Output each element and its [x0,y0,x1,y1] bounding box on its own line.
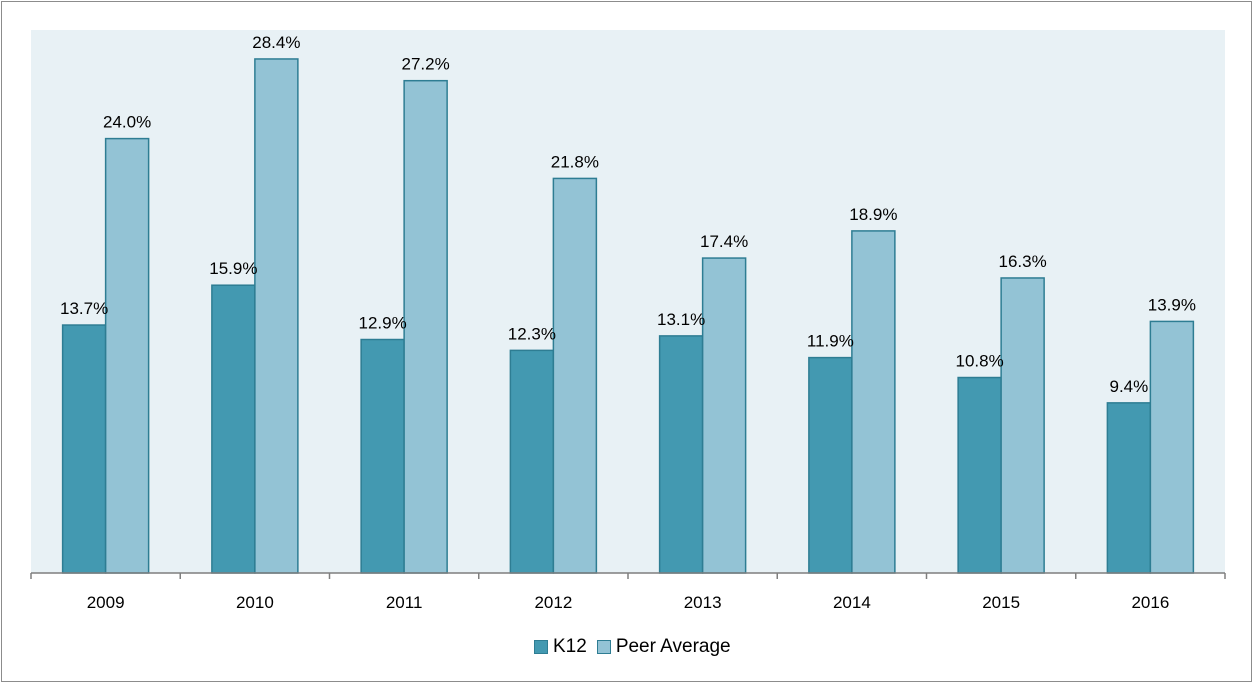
data-label-k12-2013: 13.1% [657,310,705,329]
bar-k12-2014 [808,356,853,574]
bar-k12-2015 [957,376,1002,574]
data-label-k12-2012: 12.3% [508,324,556,343]
x-tick-label-2012: 2012 [534,593,572,612]
data-label-peer-average-2009: 24.0% [103,113,151,132]
data-label-k12-2009: 13.7% [60,299,108,318]
bar-peer-average-2011 [403,79,448,574]
bar-peer-average-2015 [1000,277,1045,574]
data-label-peer-average-2014: 18.9% [849,205,897,224]
data-label-peer-average-2016: 13.9% [1148,295,1196,314]
bar-peer-average-2014 [851,230,896,574]
data-label-peer-average-2011: 27.2% [402,55,450,74]
x-tick-label-2013: 2013 [684,593,722,612]
x-tick-label-2016: 2016 [1131,593,1169,612]
legend-swatch-peer-average [596,640,611,654]
bar-k12-2016 [1106,402,1152,574]
bar-k12-2012 [509,349,555,574]
data-label-peer-average-2015: 16.3% [999,252,1047,271]
x-tick-label-2015: 2015 [982,593,1020,612]
data-label-k12-2010: 15.9% [209,259,257,278]
x-axis: 2009 2010 2011 2012 2013 2014 2015 2016 [30,572,1226,612]
x-tick-label-2011: 2011 [386,593,423,612]
data-labels-layer: 13.7% 24.0% 15.9% 28.4% 12.9% 27.2% 12.3% 21.8%… [60,33,1196,396]
legend-label-k12: K12 [553,636,587,657]
bar-peer-average-2013 [701,257,747,574]
data-label-peer-average-2013: 17.4% [700,232,748,251]
x-tick-label-2010: 2010 [236,593,274,612]
legend-label-peer-average: Peer Average [615,636,731,657]
data-label-k12-2016: 9.4% [1110,377,1149,396]
data-label-peer-average-2012: 21.8% [551,152,599,171]
bars-layer [61,58,1195,574]
bar-peer-average-2012 [552,177,598,574]
bar-k12-2010 [211,284,256,574]
data-label-k12-2014: 11.9% [807,332,854,351]
x-tick-label-2014: 2014 [833,593,871,612]
legend-swatch-k12 [534,640,548,654]
bar-k12-2009 [61,324,107,574]
bar-k12-2013 [658,335,704,574]
plot-area [31,30,1225,573]
data-label-k12-2011: 12.9% [359,314,407,333]
bar-peer-average-2016 [1149,320,1195,574]
legend: K12 Peer Average [534,636,741,658]
x-tick-label-2009: 2009 [87,593,125,612]
legend-item-k12: K12 [534,636,587,658]
legend-item-peer-average: Peer Average [596,636,731,658]
bar-peer-average-2009 [104,137,150,574]
data-label-peer-average-2010: 28.4% [252,33,300,52]
bar-peer-average-2010 [254,58,299,574]
bar-k12-2011 [360,338,405,574]
data-label-k12-2015: 10.8% [956,352,1004,371]
